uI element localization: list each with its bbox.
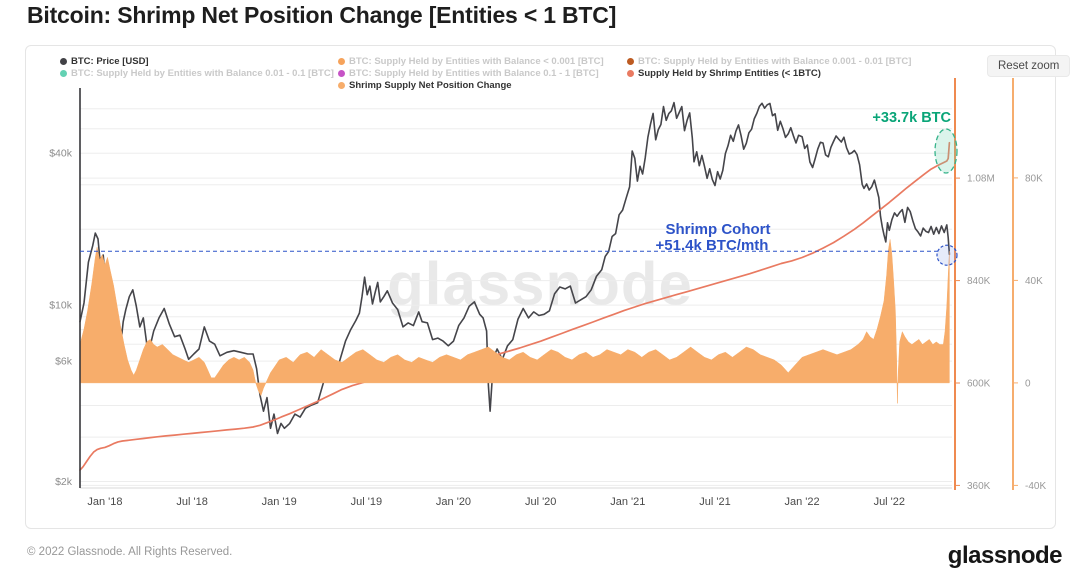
x-axis-label: Jul '18 bbox=[176, 496, 207, 508]
legend-item-label: Supply Held by Shrimp Entities (< 1BTC) bbox=[638, 68, 821, 79]
price-axis-label: $40k bbox=[49, 148, 73, 160]
cohort-annotation-line2: +51.4k BTC/mth bbox=[656, 237, 769, 254]
x-axis-label: Jan '21 bbox=[610, 496, 645, 508]
legend-item-label: BTC: Supply Held by Entities with Balanc… bbox=[638, 56, 912, 67]
netpos-axis-label: 80K bbox=[1025, 173, 1043, 184]
supply-jump-ellipse bbox=[934, 128, 958, 174]
copyright-text: © 2022 Glassnode. All Rights Reserved. bbox=[27, 546, 233, 558]
series-color-dot bbox=[60, 70, 67, 77]
legend-item[interactable]: BTC: Supply Held by Entities with Balanc… bbox=[338, 68, 599, 79]
supply-axis-label: 840K bbox=[967, 276, 991, 287]
price-axis-label: $6k bbox=[55, 356, 73, 368]
chart-card bbox=[25, 45, 1056, 529]
x-axis-label: Jul '22 bbox=[874, 496, 905, 508]
cohort-annotation-line1: Shrimp Cohort bbox=[666, 221, 771, 238]
supply-axis-label: 600K bbox=[967, 379, 991, 390]
page-title: Bitcoin: Shrimp Net Position Change [Ent… bbox=[27, 2, 617, 28]
x-axis-label: Jul '20 bbox=[525, 496, 556, 508]
glassnode-logo: glassnode bbox=[947, 542, 1063, 569]
legend-item-label: BTC: Price [USD] bbox=[71, 56, 149, 67]
x-axis-label: Jul '21 bbox=[699, 496, 730, 508]
x-axis-label: Jan '19 bbox=[262, 496, 297, 508]
x-axis-label: Jan '18 bbox=[87, 496, 122, 508]
reset-zoom-button[interactable]: Reset zoom bbox=[987, 55, 1071, 77]
series-color-dot bbox=[627, 70, 634, 77]
legend-item[interactable]: BTC: Supply Held by Entities with Balanc… bbox=[338, 56, 604, 67]
x-axis-label: Jan '22 bbox=[785, 496, 820, 508]
series-color-dot bbox=[338, 82, 345, 89]
legend-item-label: BTC: Supply Held by Entities with Balanc… bbox=[349, 68, 599, 79]
netpos-area-series bbox=[79, 239, 950, 404]
legend-item[interactable]: BTC: Supply Held by Entities with Balanc… bbox=[627, 56, 911, 67]
netpos-axis-label: 40K bbox=[1025, 276, 1043, 287]
legend-item[interactable]: BTC: Price [USD] bbox=[60, 56, 149, 67]
supply-jump-annotation: +33.7k BTC bbox=[872, 110, 951, 126]
legend-item[interactable]: Supply Held by Shrimp Entities (< 1BTC) bbox=[627, 68, 821, 79]
legend-item[interactable]: Shrimp Supply Net Position Change bbox=[338, 80, 512, 91]
x-axis-label: Jan '20 bbox=[436, 496, 471, 508]
supply-axis-label: 1.08M bbox=[967, 174, 995, 185]
netpos-axis-label: -40K bbox=[1025, 481, 1046, 492]
legend-item-label: Shrimp Supply Net Position Change bbox=[349, 80, 512, 91]
legend-item[interactable]: BTC: Supply Held by Entities with Balanc… bbox=[60, 68, 334, 79]
price-line-series bbox=[79, 101, 951, 435]
supply-line-series bbox=[79, 141, 951, 471]
legend-item-label: BTC: Supply Held by Entities with Balanc… bbox=[71, 68, 334, 79]
price-axis-label: $2k bbox=[55, 476, 73, 488]
series-color-dot bbox=[627, 58, 634, 65]
series-color-dot bbox=[338, 58, 345, 65]
netpos-axis-label: 0 bbox=[1025, 378, 1031, 389]
cohort-endpoint-circle bbox=[936, 244, 958, 266]
supply-axis-label: 360K bbox=[967, 481, 991, 492]
x-axis-label: Jul '19 bbox=[351, 496, 382, 508]
legend-item-label: BTC: Supply Held by Entities with Balanc… bbox=[349, 56, 604, 67]
price-axis-label: $10k bbox=[49, 300, 73, 312]
series-color-dot bbox=[60, 58, 67, 65]
series-color-dot bbox=[338, 70, 345, 77]
